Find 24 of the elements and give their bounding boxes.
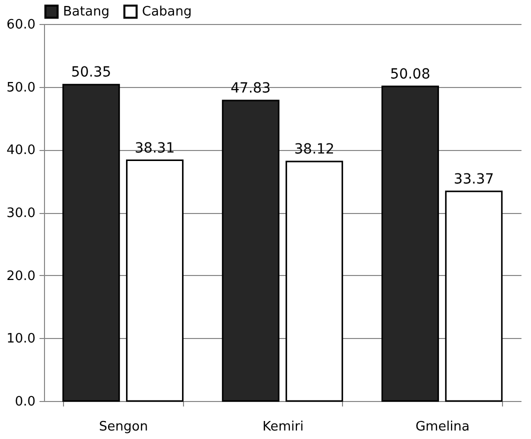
- y-tick-label: 30.0: [6, 206, 36, 221]
- y-tick-label: 20.0: [6, 268, 36, 284]
- bar: [445, 190, 503, 402]
- bar: [126, 160, 184, 402]
- y-tick-label: 10.0: [6, 332, 36, 347]
- bar: [286, 160, 344, 402]
- y-tick-label: 50.0: [6, 80, 36, 96]
- data-label: 50.08: [390, 66, 430, 82]
- legend-label: Batang: [63, 4, 110, 20]
- data-label: 47.83: [230, 80, 271, 96]
- x-tick-label: Gmelina: [415, 420, 470, 434]
- bar: [222, 100, 280, 402]
- data-label: 38.12: [294, 141, 334, 158]
- y-tick-label: 40.0: [6, 143, 36, 158]
- y-tick-label: 0.0: [14, 394, 36, 410]
- x-tick-label: Kemiri: [262, 420, 304, 434]
- data-label: 50.35: [71, 64, 112, 81]
- bar: [381, 86, 439, 402]
- legend-label: Cabang: [142, 4, 192, 20]
- y-tick-label: 60.0: [6, 18, 36, 32]
- data-label: 38.31: [134, 140, 175, 156]
- data-label: 33.37: [454, 171, 494, 188]
- x-tick-label: Sengon: [99, 420, 148, 434]
- bar: [62, 84, 120, 402]
